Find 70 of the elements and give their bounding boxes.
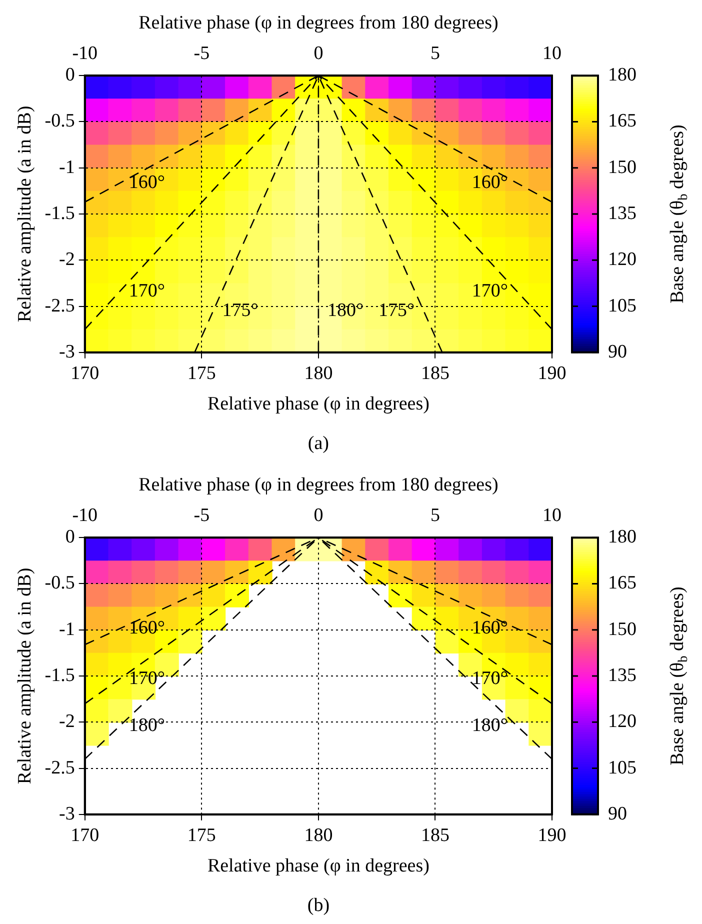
color-bar-label: 150 [608,618,636,640]
y-axis-title: Relative amplitude (a in dB) [14,106,36,322]
color-bar-title: Base angle (θb degrees) [666,124,690,304]
x2-tick-label: -10 [72,43,98,64]
x2-tick-label: 10 [542,505,562,526]
series-label: 160° [472,172,508,194]
color-bar-title: Base angle (θb degrees) [666,586,690,766]
color-bar-label: 90 [608,341,627,362]
color-bar-label: 180 [608,64,636,86]
x-tick-label: 175 [187,362,216,384]
y-tick-label: -3 [59,341,75,362]
y-tick-label: -0.5 [44,572,75,594]
series-label: 180° [327,300,364,321]
x-tick-label: 180 [304,362,333,384]
y-tick-label: 0 [65,64,75,86]
x2-tick-label: 5 [430,43,440,64]
y-axis-title: Relative amplitude (a in dB) [14,568,36,784]
x2-axis-title: Relative phase (φ in degrees from 180 degrees) [138,474,498,496]
x2-tick-label: -5 [194,43,210,64]
x-tick-label: 180 [304,824,333,846]
color-bar-label: 165 [608,572,636,594]
series-label: 175° [222,300,258,321]
color-bar-label: 90 [608,803,627,824]
color-bar-label: 120 [608,711,636,732]
series-label: 160° [472,618,508,639]
text: (a) [308,432,329,454]
x-tick-label: 190 [538,824,566,846]
y-tick-label: 0 [65,526,75,548]
x2-tick-label: -10 [72,505,98,526]
x2-tick-label: 0 [314,505,324,526]
x2-tick-label: -5 [194,505,210,526]
y-tick-label: -1 [59,618,75,640]
y-tick-label: -1.5 [44,202,75,224]
series-label: 160° [128,618,166,639]
x2-tick-label: 5 [430,505,440,526]
series-label: 180° [128,714,166,736]
y-tick-label: -3 [59,803,75,824]
y-tick-label: -1 [59,156,75,178]
x-tick-label: 185 [420,824,450,846]
series-label: 170° [472,280,508,302]
x-axis-title: Relative phase (φ in degrees) [207,856,430,877]
series-label: 180° [472,714,508,736]
y-tick-label: -1.5 [44,664,75,686]
x-axis-title: Relative phase (φ in degrees) [207,394,430,415]
x-tick-label: 170 [70,362,100,384]
x2-tick-label: 0 [314,43,324,64]
x2-tick-label: 10 [542,43,562,64]
x-tick-label: 170 [70,824,100,846]
y-tick-label: -2.5 [44,295,75,316]
series-label: 160° [128,172,166,194]
series-label: 170° [128,668,166,689]
color-bar-label: 150 [608,156,636,178]
y-tick-label: -2 [59,249,75,270]
x-tick-label: 190 [538,362,566,384]
series-label: 170° [128,280,166,302]
color-bar-label: 135 [608,202,636,224]
color-bar-label: 135 [608,664,636,686]
color-bar-label: 180 [608,526,636,548]
x-tick-label: 185 [420,362,450,384]
text: (b) [307,894,330,916]
y-tick-label: -2.5 [44,757,75,778]
x-tick-label: 175 [187,824,216,846]
y-tick-label: -0.5 [44,110,75,132]
series-label: 175° [378,300,415,321]
color-bar-label: 105 [608,295,636,316]
x2-axis-title: Relative phase (φ in degrees from 180 degrees) [138,12,498,34]
color-bar-label: 105 [608,757,636,778]
y-tick-label: -2 [59,711,75,732]
color-bar-label: 120 [608,249,636,270]
color-bar-label: 165 [608,110,636,132]
